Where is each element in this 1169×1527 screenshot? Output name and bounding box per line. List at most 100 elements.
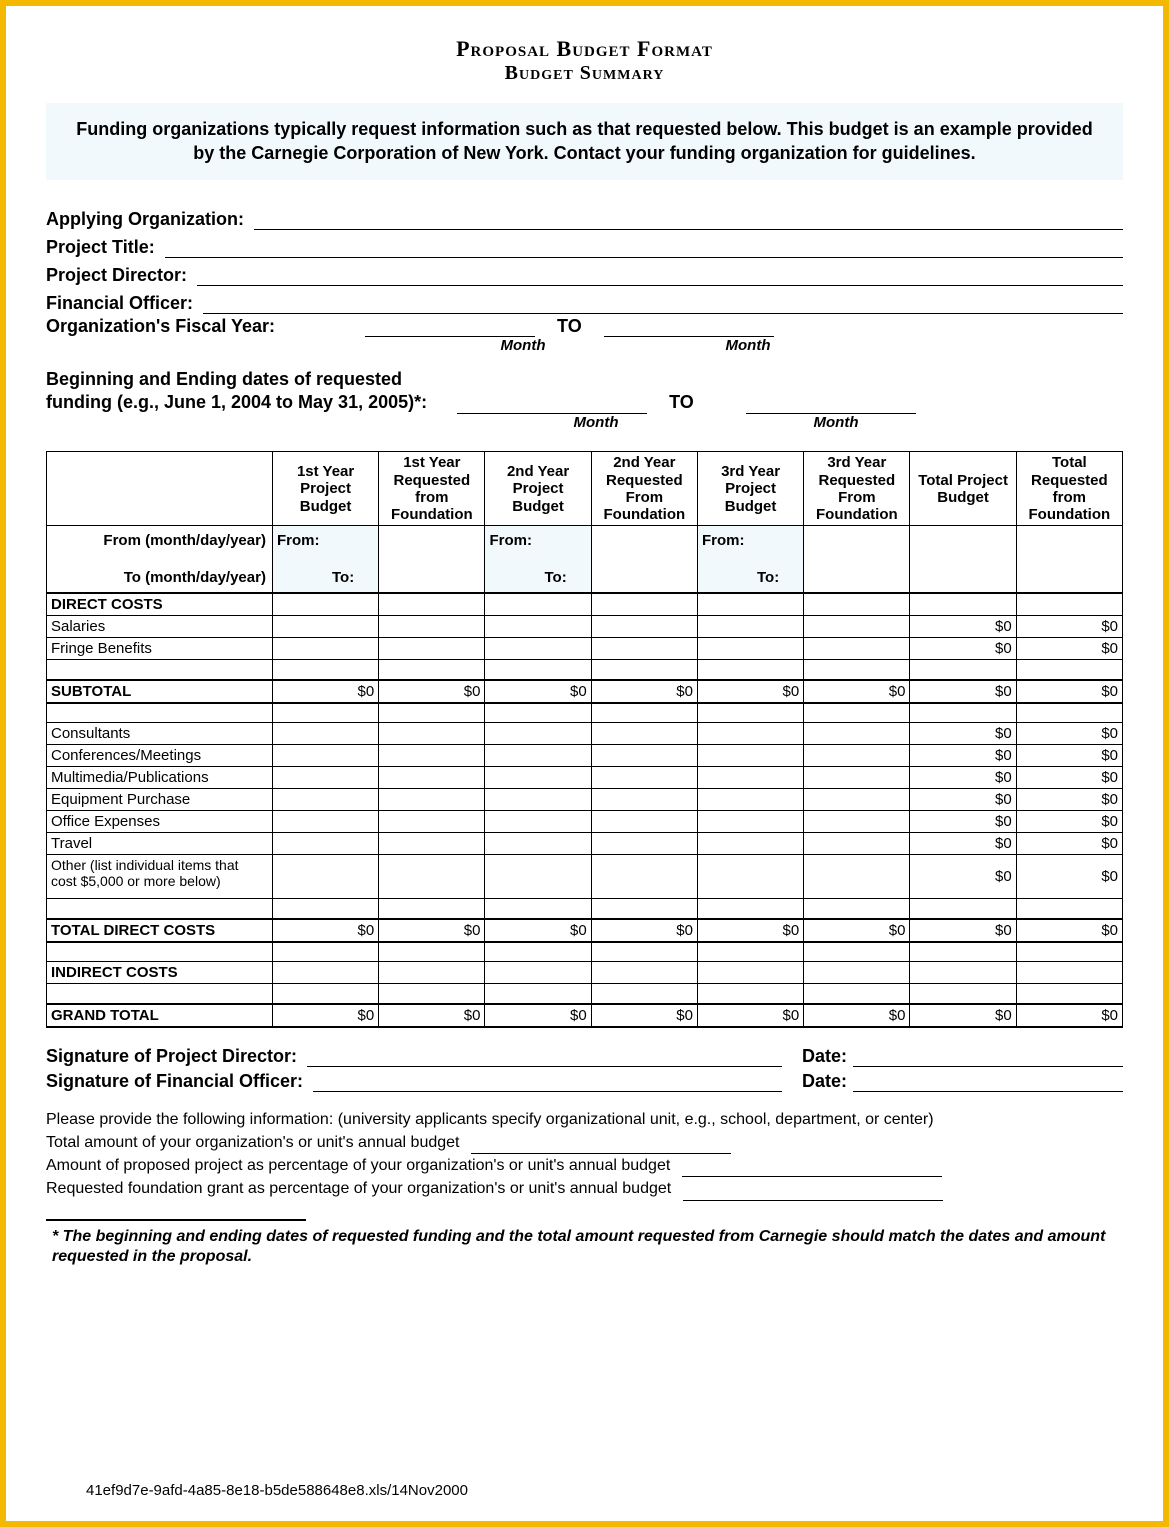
cell [272, 767, 378, 789]
cell [379, 638, 485, 660]
funding-from-line[interactable] [457, 394, 647, 414]
cell [485, 745, 591, 767]
cell [272, 833, 378, 855]
cell: $0 [379, 919, 485, 942]
cell [591, 942, 697, 962]
cell [591, 984, 697, 1004]
cell [697, 811, 803, 833]
label: Financial Officer: [46, 293, 203, 314]
cell [591, 703, 697, 723]
row-label: Multimedia/Publications [47, 767, 273, 789]
section-label: INDIRECT COSTS [47, 962, 273, 984]
cell: $0 [910, 919, 1016, 942]
input-line[interactable] [203, 294, 1123, 314]
field-project-title: Project Title: [46, 232, 1123, 258]
month-label: Month [663, 337, 833, 354]
cell[interactable] [379, 526, 485, 594]
date-line[interactable] [853, 1072, 1123, 1092]
row-label [47, 660, 273, 680]
table-row: TOTAL DIRECT COSTS$0$0$0$0$0$0$0$0 [47, 919, 1123, 942]
cell [1016, 984, 1122, 1004]
sig-line[interactable] [307, 1047, 782, 1067]
table-row [47, 703, 1123, 723]
cell[interactable] [910, 526, 1016, 594]
note-line[interactable] [683, 1183, 943, 1201]
cell [379, 723, 485, 745]
cell [379, 833, 485, 855]
cell [804, 899, 910, 919]
note-l4: Requested foundation grant as percentage… [46, 1177, 671, 1200]
cell [379, 660, 485, 680]
table-row: SUBTOTAL$0$0$0$0$0$0$0$0 [47, 680, 1123, 703]
cell[interactable]: From:To: [485, 526, 591, 594]
cell: $0 [910, 1004, 1016, 1027]
cell: $0 [1016, 680, 1122, 703]
cell[interactable] [804, 526, 910, 594]
cell [697, 767, 803, 789]
note-line[interactable] [682, 1159, 942, 1177]
cell [272, 638, 378, 660]
cell[interactable] [591, 526, 697, 594]
col-8: Total Requested from Foundation [1016, 452, 1122, 526]
title-block: Proposal Budget Format Budget Summary [46, 36, 1123, 85]
cell [910, 962, 1016, 984]
fiscal-to-line[interactable] [604, 317, 774, 337]
cell [697, 703, 803, 723]
cell: $0 [910, 789, 1016, 811]
cell [485, 723, 591, 745]
note-line[interactable] [471, 1136, 731, 1154]
fiscal-from-line[interactable] [365, 317, 535, 337]
budget-table: 1st Year Project Budget 1st Year Request… [46, 451, 1123, 1028]
cell: $0 [379, 1004, 485, 1027]
table-row: Travel$0$0 [47, 833, 1123, 855]
cell [591, 660, 697, 680]
input-line[interactable] [254, 210, 1123, 230]
cell [591, 789, 697, 811]
cell[interactable] [1016, 526, 1122, 594]
table-row: GRAND TOTAL$0$0$0$0$0$0$0$0 [47, 1004, 1123, 1027]
row-label [47, 984, 273, 1004]
cell [591, 638, 697, 660]
cell [697, 984, 803, 1004]
note-l4-row: Requested foundation grant as percentage… [46, 1177, 1123, 1200]
cell [485, 984, 591, 1004]
cell[interactable]: From:To: [272, 526, 378, 594]
month-label: Month [438, 337, 608, 354]
cell[interactable]: From:To: [697, 526, 803, 594]
cell: $0 [591, 1004, 697, 1027]
cell: $0 [272, 680, 378, 703]
row-label: Other (list individual items that cost $… [47, 855, 273, 899]
cell: $0 [910, 680, 1016, 703]
date-line[interactable] [853, 1047, 1123, 1067]
field-applying-org: Applying Organization: [46, 204, 1123, 230]
cell [591, 593, 697, 616]
table-row [47, 942, 1123, 962]
cell: $0 [1016, 616, 1122, 638]
cell [1016, 942, 1122, 962]
cell [272, 660, 378, 680]
label: Project Title: [46, 237, 165, 258]
note-l2: Total amount of your organization's or u… [46, 1131, 459, 1154]
input-line[interactable] [165, 238, 1123, 258]
cell: $0 [910, 616, 1016, 638]
cell: $0 [804, 919, 910, 942]
cell [485, 942, 591, 962]
cell: $0 [1016, 919, 1122, 942]
cell [379, 962, 485, 984]
footnote: * The beginning and ending dates of requ… [46, 1227, 1123, 1269]
row-label: GRAND TOTAL [47, 1004, 273, 1027]
funding-to-line[interactable] [746, 394, 916, 414]
note-l1: Please provide the following information… [46, 1108, 1123, 1131]
month-labels-funding: Month Month [46, 414, 1123, 431]
cell: $0 [379, 680, 485, 703]
input-line[interactable] [197, 266, 1123, 286]
table-row [47, 660, 1123, 680]
info-box: Funding organizations typically request … [46, 103, 1123, 180]
cell [485, 593, 591, 616]
table-row: Other (list individual items that cost $… [47, 855, 1123, 899]
cell [379, 593, 485, 616]
cell: $0 [804, 1004, 910, 1027]
cell: $0 [1016, 811, 1122, 833]
sig-line[interactable] [313, 1072, 782, 1092]
cell: $0 [910, 833, 1016, 855]
